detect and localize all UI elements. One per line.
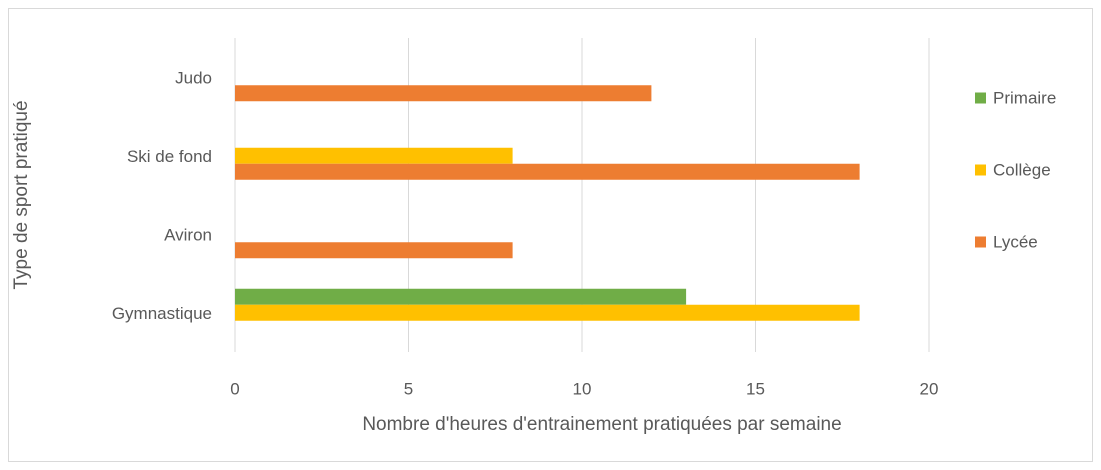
x-tick-label: 5	[404, 379, 413, 398]
x-tick-label: 10	[573, 379, 592, 398]
bar	[235, 304, 860, 321]
x-tick-label: 20	[920, 379, 939, 398]
x-tick-label: 0	[230, 379, 239, 398]
x-tick-label: 15	[746, 379, 765, 398]
bar	[235, 163, 860, 180]
y-tick-label: Gymnastique	[112, 304, 212, 323]
x-axis-title: Nombre d'heures d'entrainement pratiquée…	[362, 414, 841, 435]
y-tick-label: Aviron	[164, 226, 212, 245]
legend-label: Lycée	[993, 232, 1038, 251]
y-tick-label: Judo	[175, 69, 212, 88]
legend-label: Primaire	[993, 88, 1056, 107]
bar	[235, 288, 687, 305]
y-tick-label: Ski de fond	[127, 147, 212, 166]
y-axis-title: Type de sport pratiqué	[11, 100, 32, 289]
legend-marker	[975, 236, 986, 248]
bar	[235, 85, 652, 102]
legend-marker	[975, 92, 986, 104]
bar	[235, 147, 513, 164]
chart-border	[8, 8, 1093, 462]
legend-label: Collège	[993, 160, 1051, 179]
bar	[235, 242, 513, 259]
legend-marker	[975, 164, 986, 176]
